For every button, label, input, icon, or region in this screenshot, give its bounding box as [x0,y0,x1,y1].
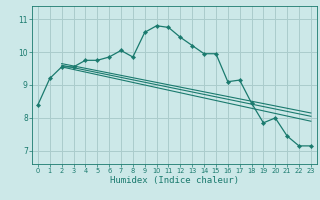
X-axis label: Humidex (Indice chaleur): Humidex (Indice chaleur) [110,176,239,185]
